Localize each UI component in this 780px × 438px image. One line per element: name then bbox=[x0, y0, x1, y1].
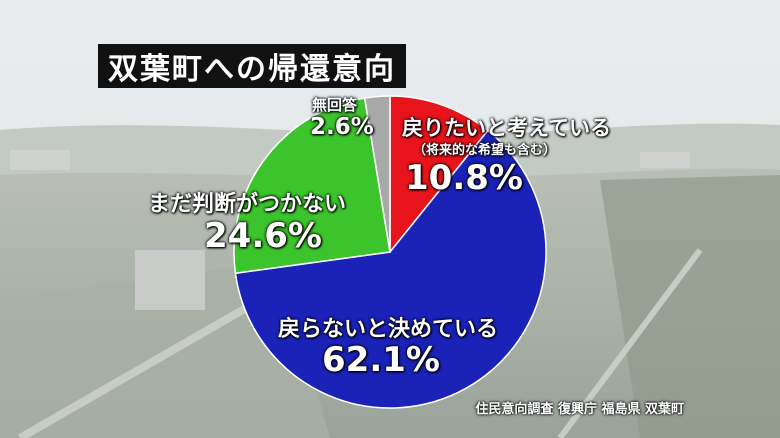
slice-value-return: 10.8% bbox=[405, 158, 523, 198]
slice-sublabel-return: （将来的な希望も含む） bbox=[413, 143, 557, 158]
slice-return bbox=[389, 95, 489, 255]
slice-label-no-return: 戻らないと決めている bbox=[278, 317, 499, 342]
title-box: 双葉町への帰還意向 bbox=[98, 44, 406, 88]
slice-label-no-answer: 無回答 bbox=[312, 96, 358, 114]
slice-value-no-return: 62.1% bbox=[322, 340, 440, 380]
chart-title: 双葉町への帰還意向 bbox=[108, 52, 396, 87]
slice-undecided bbox=[233, 97, 391, 275]
source-credit: 住民意向調査 復興庁 福島県 双葉町 bbox=[475, 402, 684, 417]
slice-no-return bbox=[234, 129, 547, 409]
slice-value-undecided: 24.6% bbox=[204, 216, 322, 256]
slice-label-return: 戻りたいと考えている bbox=[402, 116, 611, 140]
slice-no-answer bbox=[363, 95, 391, 253]
slice-label-undecided: まだ判断がつかない bbox=[148, 192, 347, 217]
slice-value-no-answer: 2.6% bbox=[310, 114, 374, 140]
